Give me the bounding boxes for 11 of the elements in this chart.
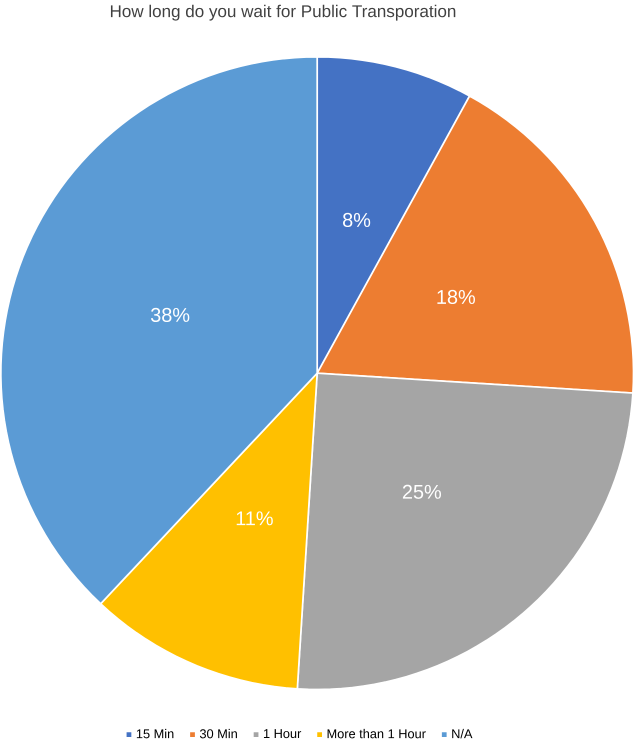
data-label: 25% <box>402 484 441 499</box>
legend-label: 1 Hour <box>264 729 301 738</box>
data-label: 8% <box>342 212 370 228</box>
data-label: 38% <box>150 308 190 322</box>
legend-label: N/A <box>452 728 472 738</box>
legend-label: 30 Min <box>200 728 237 738</box>
legend-label: 15 Min <box>136 728 174 738</box>
data-label: 11% <box>236 511 273 526</box>
legend-label: More than 1 Hour <box>327 728 426 738</box>
chart-title: How long do you wait for Public Transporation <box>110 4 456 21</box>
data-label: 18% <box>437 290 475 304</box>
